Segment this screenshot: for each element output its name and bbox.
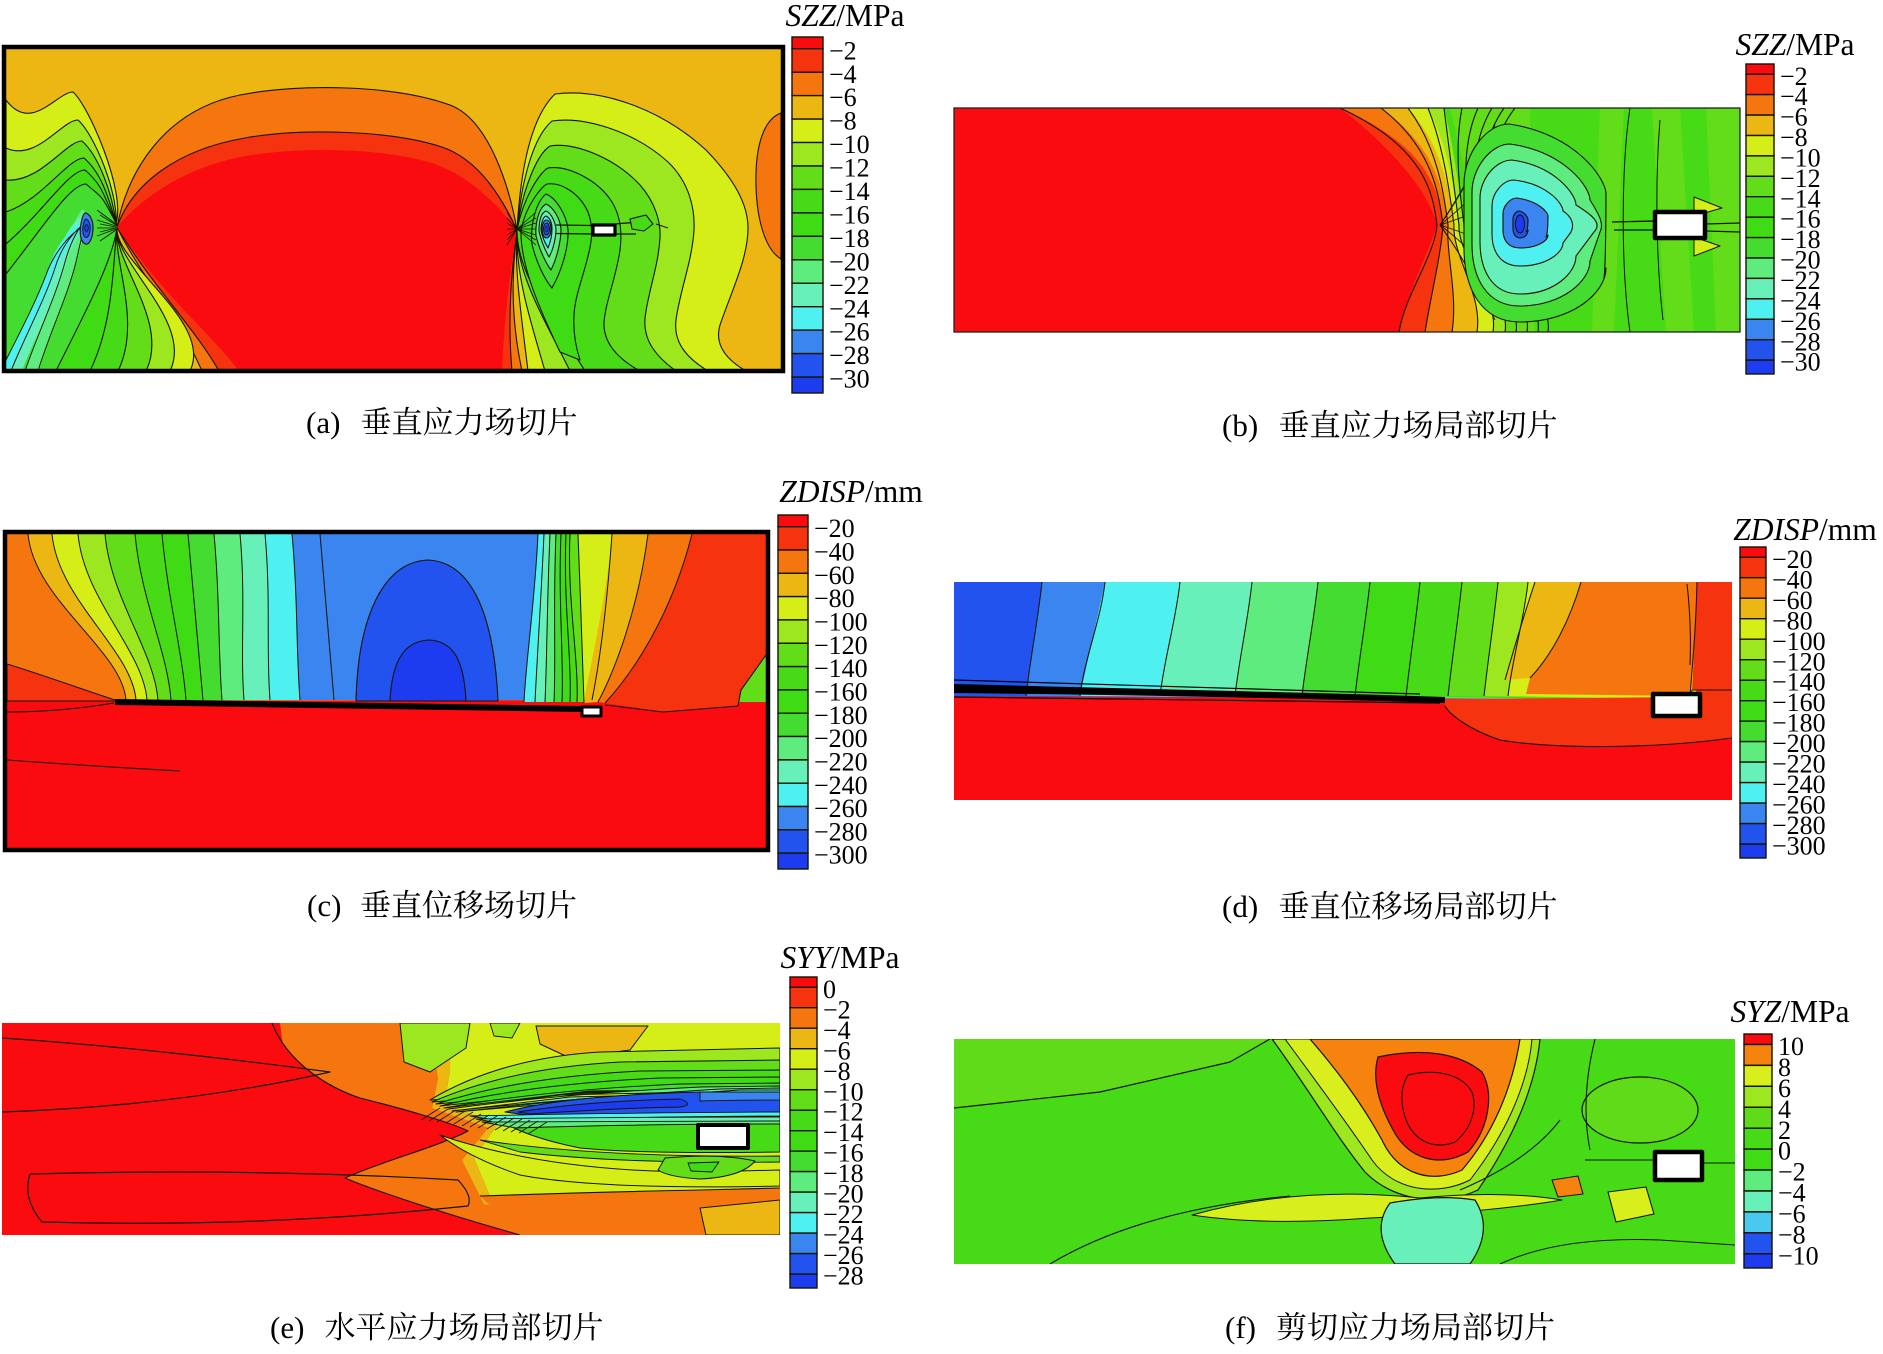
- svg-text:−220: −220: [1772, 750, 1826, 779]
- svg-text:−20: −20: [829, 247, 870, 276]
- svg-text:−40: −40: [1772, 565, 1813, 594]
- svg-text:−18: −18: [1780, 225, 1821, 254]
- svg-text:−4: −4: [829, 60, 857, 89]
- svg-text:−28: −28: [1780, 327, 1821, 356]
- svg-text:−30: −30: [1780, 348, 1821, 377]
- svg-text:0: 0: [1778, 1137, 1791, 1166]
- svg-text:8: 8: [1778, 1053, 1791, 1082]
- svg-text:−240: −240: [1772, 770, 1826, 799]
- svg-text:−26: −26: [1780, 307, 1821, 336]
- svg-text:−100: −100: [1772, 627, 1826, 656]
- svg-text:−6: −6: [823, 1036, 851, 1065]
- svg-text:−18: −18: [823, 1159, 864, 1188]
- svg-text:−20: −20: [814, 514, 855, 543]
- svg-text:−6: −6: [829, 83, 857, 112]
- svg-text:−120: −120: [814, 631, 868, 660]
- svg-text:−2: −2: [1780, 62, 1808, 91]
- svg-text:−14: −14: [823, 1118, 864, 1147]
- svg-text:−100: −100: [814, 608, 868, 637]
- svg-text:−240: −240: [814, 771, 868, 800]
- svg-text:−28: −28: [829, 341, 870, 370]
- svg-text:−22: −22: [823, 1200, 864, 1229]
- svg-text:−30: −30: [829, 365, 870, 394]
- svg-text:−10: −10: [1780, 144, 1821, 173]
- svg-text:−16: −16: [829, 201, 870, 230]
- svg-text:−80: −80: [1772, 606, 1813, 635]
- svg-text:SYY/MPa: SYY/MPa: [780, 940, 899, 975]
- svg-text:−20: −20: [1780, 246, 1821, 275]
- svg-text:−160: −160: [814, 678, 868, 707]
- svg-text:−26: −26: [829, 318, 870, 347]
- svg-text:−4: −4: [1780, 82, 1808, 111]
- svg-text:(b): (b): [1222, 408, 1258, 443]
- svg-text:−200: −200: [1772, 729, 1826, 758]
- svg-text:2: 2: [1778, 1116, 1791, 1145]
- svg-text:−6: −6: [1780, 103, 1808, 132]
- svg-text:(f): (f): [1225, 1310, 1256, 1345]
- svg-text:−14: −14: [829, 177, 870, 206]
- svg-text:(e): (e): [270, 1310, 304, 1345]
- svg-text:(c): (c): [307, 888, 341, 923]
- svg-text:−120: −120: [1772, 647, 1826, 676]
- svg-text:SZZ/MPa: SZZ/MPa: [785, 0, 904, 33]
- svg-text:−260: −260: [814, 794, 868, 823]
- svg-text:−28: −28: [823, 1262, 864, 1291]
- svg-text:−300: −300: [1772, 832, 1826, 861]
- svg-text:−10: −10: [823, 1077, 864, 1106]
- svg-text:−16: −16: [823, 1139, 864, 1168]
- svg-text:−8: −8: [1780, 123, 1808, 152]
- svg-text:−280: −280: [814, 817, 868, 846]
- svg-text:−140: −140: [1772, 668, 1826, 697]
- svg-text:(a): (a): [306, 405, 340, 440]
- svg-text:−60: −60: [1772, 586, 1813, 615]
- svg-text:−140: −140: [814, 654, 868, 683]
- svg-text:−80: −80: [814, 584, 855, 613]
- svg-text:−12: −12: [823, 1098, 864, 1127]
- svg-text:−20: −20: [1772, 545, 1813, 574]
- svg-text:−2: −2: [1778, 1158, 1806, 1187]
- svg-text:−4: −4: [1778, 1179, 1806, 1208]
- svg-text:−24: −24: [829, 294, 870, 323]
- svg-text:−8: −8: [829, 107, 857, 136]
- svg-text:6: 6: [1778, 1074, 1791, 1103]
- svg-text:−200: −200: [814, 724, 868, 753]
- svg-text:−12: −12: [1780, 164, 1821, 193]
- svg-text:−18: −18: [829, 224, 870, 253]
- svg-text:ZDISP/mm: ZDISP/mm: [1733, 512, 1877, 547]
- svg-text:4: 4: [1778, 1095, 1791, 1124]
- svg-text:−220: −220: [814, 747, 868, 776]
- svg-text:−280: −280: [1772, 811, 1826, 840]
- svg-text:(d): (d): [1222, 889, 1258, 924]
- svg-text:−24: −24: [1780, 286, 1821, 315]
- svg-text:−160: −160: [1772, 688, 1826, 717]
- svg-text:ZDISP/mm: ZDISP/mm: [779, 474, 923, 509]
- svg-text:−16: −16: [1780, 205, 1821, 234]
- svg-text:−4: −4: [823, 1016, 851, 1045]
- svg-text:−6: −6: [1778, 1200, 1806, 1229]
- svg-text:0: 0: [823, 975, 836, 1004]
- svg-text:−8: −8: [823, 1057, 851, 1086]
- svg-text:−2: −2: [823, 995, 851, 1024]
- svg-text:−260: −260: [1772, 791, 1826, 820]
- svg-text:−26: −26: [823, 1241, 864, 1270]
- svg-text:−180: −180: [814, 701, 868, 730]
- svg-text:SZZ/MPa: SZZ/MPa: [1735, 27, 1854, 62]
- svg-text:10: 10: [1778, 1032, 1804, 1061]
- svg-text:−24: −24: [823, 1221, 864, 1250]
- svg-text:−22: −22: [1780, 266, 1821, 295]
- svg-text:−300: −300: [814, 841, 868, 870]
- svg-text:−12: −12: [829, 154, 870, 183]
- svg-text:−2: −2: [829, 36, 857, 65]
- svg-text:−180: −180: [1772, 709, 1826, 738]
- svg-text:−60: −60: [814, 561, 855, 590]
- svg-text:−8: −8: [1778, 1220, 1806, 1249]
- svg-text:−22: −22: [829, 271, 870, 300]
- svg-text:−10: −10: [829, 130, 870, 159]
- svg-text:−20: −20: [823, 1180, 864, 1209]
- svg-text:−10: −10: [1778, 1241, 1819, 1270]
- svg-text:SYZ/MPa: SYZ/MPa: [1730, 994, 1849, 1029]
- svg-text:−40: −40: [814, 538, 855, 567]
- svg-text:−14: −14: [1780, 184, 1821, 213]
